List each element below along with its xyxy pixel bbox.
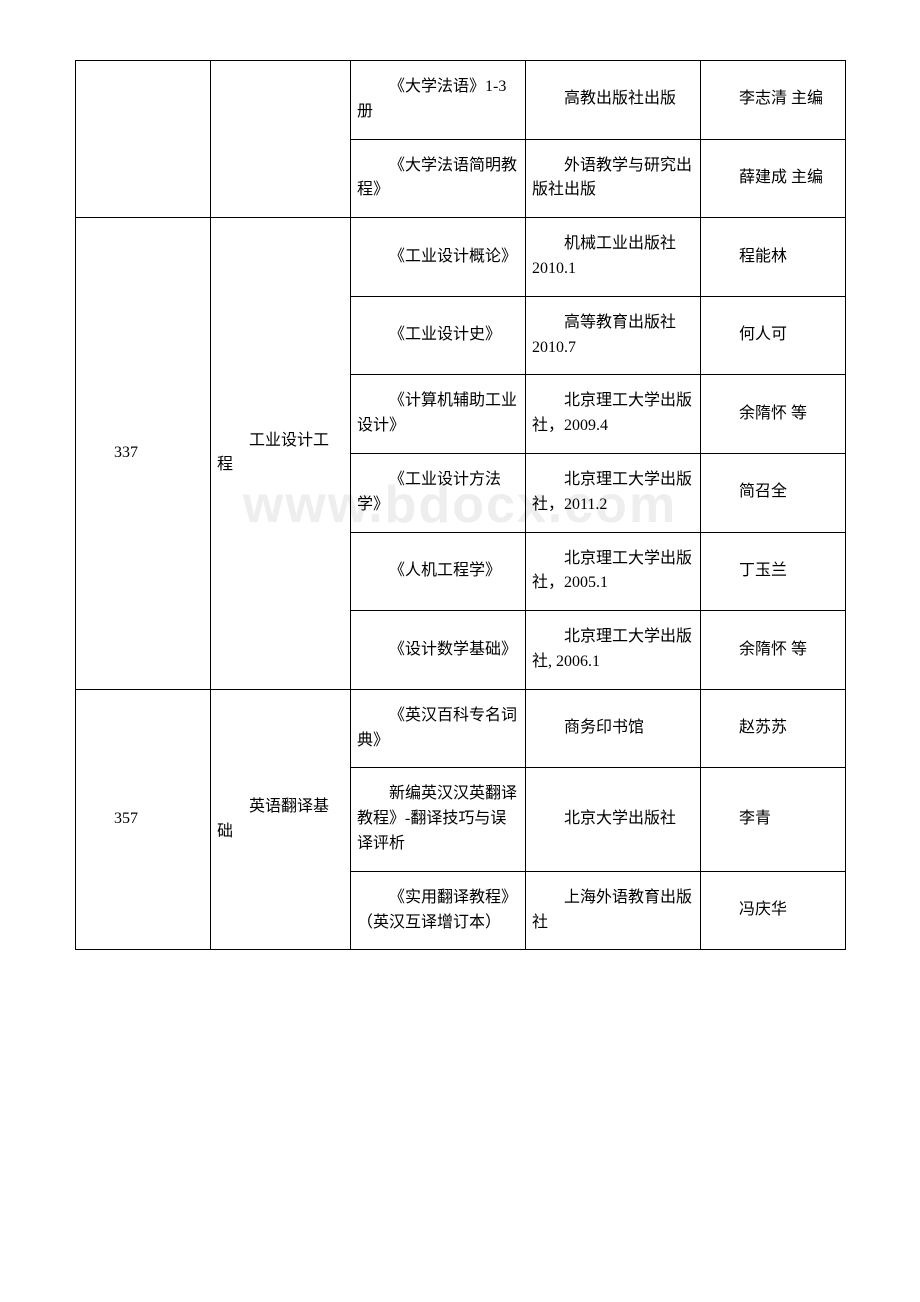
author-text: 程能林 (701, 231, 845, 284)
cell-author: 简召全 (701, 453, 846, 532)
table-row: 337工业设计工程《工业设计概论》机械工业出版社 2010.1程能林 (76, 218, 846, 297)
author-text: 赵苏苏 (701, 702, 845, 755)
cell-publisher: 高等教育出版社 2010.7 (526, 296, 701, 375)
cell-publisher: 机械工业出版社 2010.1 (526, 218, 701, 297)
cell-book: 《工业设计概论》 (351, 218, 526, 297)
cell-author: 李志清 主编 (701, 61, 846, 140)
table-row: 357英语翻译基础《英汉百科专名词典》商务印书馆赵苏苏 (76, 689, 846, 768)
cell-book: 《大学法语简明教程》 (351, 139, 526, 218)
author-text: 李青 (701, 793, 845, 846)
book-text: 《设计数学基础》 (351, 624, 525, 677)
author-text: 冯庆华 (701, 884, 845, 937)
cell-code: 337 (76, 218, 211, 690)
publisher-text: 上海外语教育出版社 (526, 872, 700, 950)
cell-book: 《设计数学基础》 (351, 611, 526, 690)
book-text: 《人机工程学》 (351, 545, 525, 598)
subject-text (211, 125, 350, 153)
cell-book: 《工业设计史》 (351, 296, 526, 375)
book-text: 《计算机辅助工业设计》 (351, 375, 525, 453)
cell-subject: 工业设计工程 (211, 218, 351, 690)
cell-subject: 英语翻译基础 (211, 689, 351, 950)
author-text: 丁玉兰 (701, 545, 845, 598)
table-row: 《大学法语》1-3 册高教出版社出版李志清 主编 (76, 61, 846, 140)
cell-publisher: 高教出版社出版 (526, 61, 701, 140)
author-text: 余隋怀 等 (701, 624, 845, 677)
book-text: 《实用翻译教程》（英汉互译增订本） (351, 872, 525, 950)
cell-author: 薛建成 主编 (701, 139, 846, 218)
publisher-text: 北京理工大学出版社，2005.1 (526, 533, 700, 611)
cell-book: 新编英汉汉英翻译教程》-翻译技巧与误译评析 (351, 768, 526, 871)
subject-text: 英语翻译基础 (211, 781, 350, 859)
book-text: 《大学法语》1-3 册 (351, 61, 525, 139)
publisher-text: 北京大学出版社 (526, 793, 700, 846)
cell-author: 余隋怀 等 (701, 375, 846, 454)
code-text: 357 (76, 793, 210, 846)
cell-author: 余隋怀 等 (701, 611, 846, 690)
cell-author: 冯庆华 (701, 871, 846, 950)
cell-publisher: 北京理工大学出版社, 2006.1 (526, 611, 701, 690)
author-text: 李志清 主编 (701, 73, 845, 126)
code-text (76, 125, 210, 153)
book-text: 新编英汉汉英翻译教程》-翻译技巧与误译评析 (351, 768, 525, 870)
author-text: 简召全 (701, 466, 845, 519)
book-text: 《英汉百科专名词典》 (351, 690, 525, 768)
bibliography-table: 《大学法语》1-3 册高教出版社出版李志清 主编《大学法语简明教程》外语教学与研… (75, 60, 846, 950)
cell-author: 丁玉兰 (701, 532, 846, 611)
book-text: 《工业设计方法学》 (351, 454, 525, 532)
cell-code: 357 (76, 689, 211, 950)
code-text: 337 (76, 427, 210, 480)
author-text: 何人可 (701, 309, 845, 362)
publisher-text: 北京理工大学出版社, 2006.1 (526, 611, 700, 689)
author-text: 余隋怀 等 (701, 388, 845, 441)
cell-book: 《人机工程学》 (351, 532, 526, 611)
cell-publisher: 北京理工大学出版社，2009.4 (526, 375, 701, 454)
document-page: www.bdocx.com 《大学法语》1-3 册高教出版社出版李志清 主编《大… (75, 60, 845, 950)
cell-book: 《计算机辅助工业设计》 (351, 375, 526, 454)
cell-code (76, 61, 211, 218)
cell-publisher: 上海外语教育出版社 (526, 871, 701, 950)
subject-text: 工业设计工程 (211, 415, 350, 493)
cell-book: 《大学法语》1-3 册 (351, 61, 526, 140)
book-text: 《工业设计史》 (351, 309, 525, 362)
cell-author: 程能林 (701, 218, 846, 297)
author-text: 薛建成 主编 (701, 152, 845, 205)
cell-book: 《实用翻译教程》（英汉互译增订本） (351, 871, 526, 950)
cell-author: 李青 (701, 768, 846, 871)
publisher-text: 机械工业出版社 2010.1 (526, 218, 700, 296)
cell-publisher: 北京理工大学出版社，2005.1 (526, 532, 701, 611)
cell-author: 赵苏苏 (701, 689, 846, 768)
publisher-text: 外语教学与研究出版社出版 (526, 140, 700, 218)
cell-publisher: 北京大学出版社 (526, 768, 701, 871)
book-text: 《大学法语简明教程》 (351, 140, 525, 218)
cell-publisher: 外语教学与研究出版社出版 (526, 139, 701, 218)
publisher-text: 北京理工大学出版社，2009.4 (526, 375, 700, 453)
book-text: 《工业设计概论》 (351, 231, 525, 284)
publisher-text: 北京理工大学出版社，2011.2 (526, 454, 700, 532)
cell-publisher: 商务印书馆 (526, 689, 701, 768)
publisher-text: 高教出版社出版 (526, 73, 700, 126)
cell-publisher: 北京理工大学出版社，2011.2 (526, 453, 701, 532)
cell-subject (211, 61, 351, 218)
publisher-text: 商务印书馆 (526, 702, 700, 755)
publisher-text: 高等教育出版社 2010.7 (526, 297, 700, 375)
cell-author: 何人可 (701, 296, 846, 375)
cell-book: 《工业设计方法学》 (351, 453, 526, 532)
cell-book: 《英汉百科专名词典》 (351, 689, 526, 768)
